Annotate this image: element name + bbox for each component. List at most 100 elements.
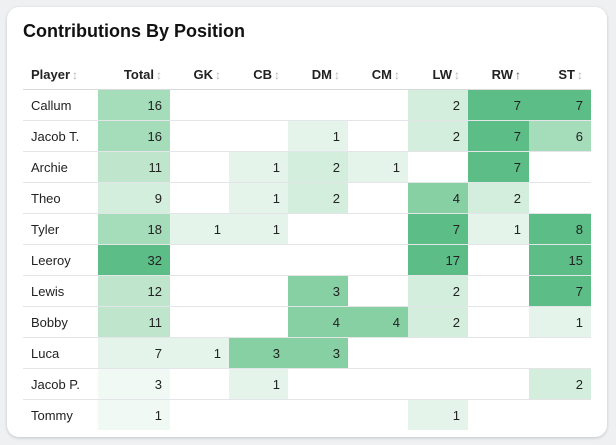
sort-icon: ↕ <box>577 67 583 82</box>
column-header-player[interactable]: Player ↕ <box>23 59 98 90</box>
st-cell <box>529 400 591 431</box>
cb-cell <box>229 244 288 276</box>
lw-cell: 2 <box>408 120 468 152</box>
dm-cell: 2 <box>288 182 348 214</box>
lw-cell: 7 <box>408 213 468 245</box>
sort-icon: ↕ <box>156 67 162 82</box>
column-header-label: Total <box>123 66 154 82</box>
player-name-cell: Tommy <box>31 407 73 423</box>
rw-cell: 1 <box>468 213 529 245</box>
total-cell: 12 <box>98 275 170 307</box>
st-cell <box>529 151 591 183</box>
total-cell: 3 <box>98 368 170 400</box>
cm-cell <box>348 182 408 214</box>
lw-cell: 2 <box>408 306 468 338</box>
total-cell: 9 <box>98 182 170 214</box>
cb-cell: 1 <box>229 151 288 183</box>
lw-cell: 2 <box>408 275 468 307</box>
dm-cell <box>288 368 348 400</box>
rw-cell <box>468 368 529 400</box>
total-cell: 11 <box>98 151 170 183</box>
lw-cell <box>408 151 468 183</box>
table-row: Tyler 18 1 1 7 1 8 <box>23 213 591 245</box>
column-header-total[interactable]: Total ↕ <box>98 59 170 90</box>
lw-cell: 2 <box>408 89 468 121</box>
column-header-st[interactable]: ST ↕ <box>529 59 591 90</box>
column-header-cm[interactable]: CM ↕ <box>348 59 408 90</box>
dm-cell: 1 <box>288 120 348 152</box>
column-header-dm[interactable]: DM ↕ <box>288 59 348 90</box>
table-body: Callum 16 2 7 7 Jacob T. 16 1 2 7 6 Archie 11 1 2 1 7 The… <box>23 89 591 431</box>
column-header-label: CB <box>253 66 272 82</box>
rw-cell <box>468 306 529 338</box>
sort-icon: ↕ <box>215 67 221 82</box>
column-header-label: LW <box>432 66 453 82</box>
cb-cell <box>229 120 288 152</box>
st-cell: 1 <box>529 306 591 338</box>
gk-cell <box>170 89 229 121</box>
table-row: Jacob P. 3 1 2 <box>23 368 591 400</box>
table-row: Luca 7 1 3 3 <box>23 337 591 369</box>
column-header-cb[interactable]: CB ↕ <box>229 59 288 90</box>
dm-cell <box>288 244 348 276</box>
st-cell <box>529 337 591 369</box>
player-name-cell: Jacob T. <box>23 120 98 152</box>
sort-icon: ↕ <box>454 67 460 82</box>
cm-cell: 1 <box>348 151 408 183</box>
column-header-label: ST <box>558 66 575 82</box>
cb-cell <box>229 275 288 307</box>
cb-cell <box>229 89 288 121</box>
cm-cell <box>348 213 408 245</box>
gk-cell <box>170 306 229 338</box>
gk-cell <box>170 400 229 431</box>
contributions-table: Player ↕ Total ↕ GK ↕ CB ↕ DM ↕ CM ↕ LW ↕ RW ↑ ST ↕ Callu… <box>23 59 591 430</box>
gk-cell: 1 <box>170 337 229 369</box>
player-name-cell: Theo <box>23 182 98 214</box>
total-cell: 32 <box>98 244 170 276</box>
sort-icon: ↕ <box>72 67 79 82</box>
table-header-row: Player ↕ Total ↕ GK ↕ CB ↕ DM ↕ CM ↕ LW ↕ RW ↑ ST ↕ <box>23 59 591 90</box>
column-header-rw[interactable]: RW ↑ <box>468 59 529 90</box>
dm-cell: 3 <box>288 337 348 369</box>
dm-cell <box>288 400 348 431</box>
gk-cell <box>170 120 229 152</box>
cm-cell <box>348 120 408 152</box>
column-header-gk[interactable]: GK ↕ <box>170 59 229 90</box>
table-row: Leeroy 32 17 15 <box>23 244 591 276</box>
table-row: Theo 9 1 2 4 2 <box>23 182 591 214</box>
cb-cell: 3 <box>229 337 288 369</box>
st-cell: 2 <box>529 368 591 400</box>
rw-cell: 7 <box>468 89 529 121</box>
st-cell: 7 <box>529 275 591 307</box>
cm-cell <box>348 89 408 121</box>
column-header-label: DM <box>311 66 332 82</box>
dm-cell <box>288 89 348 121</box>
cm-cell <box>348 337 408 369</box>
st-cell <box>529 182 591 214</box>
column-header-label: CM <box>371 66 392 82</box>
gk-cell <box>170 275 229 307</box>
player-name-cell: Callum <box>23 89 98 121</box>
total-cell: 11 <box>98 306 170 338</box>
rw-cell: 7 <box>468 151 529 183</box>
column-header-label: Player <box>31 66 71 82</box>
player-name-cell: Archie <box>23 151 98 183</box>
st-cell: 6 <box>529 120 591 152</box>
dm-cell: 2 <box>288 151 348 183</box>
cm-cell: 4 <box>348 306 408 338</box>
rw-cell <box>468 400 529 431</box>
column-header-lw[interactable]: LW ↕ <box>408 59 468 90</box>
cb-cell: 1 <box>229 213 288 245</box>
sort-asc-icon: ↑ <box>515 67 521 82</box>
dm-cell: 3 <box>288 275 348 307</box>
total-cell: 16 <box>98 120 170 152</box>
cb-cell <box>229 400 288 431</box>
lw-cell: 4 <box>408 182 468 214</box>
dm-cell: 4 <box>288 306 348 338</box>
total-cell: 1 <box>98 399 170 430</box>
cb-cell: 1 <box>229 182 288 214</box>
gk-cell <box>170 151 229 183</box>
st-cell: 8 <box>529 213 591 245</box>
cm-cell <box>348 244 408 276</box>
player-name-cell: Jacob P. <box>23 368 98 400</box>
